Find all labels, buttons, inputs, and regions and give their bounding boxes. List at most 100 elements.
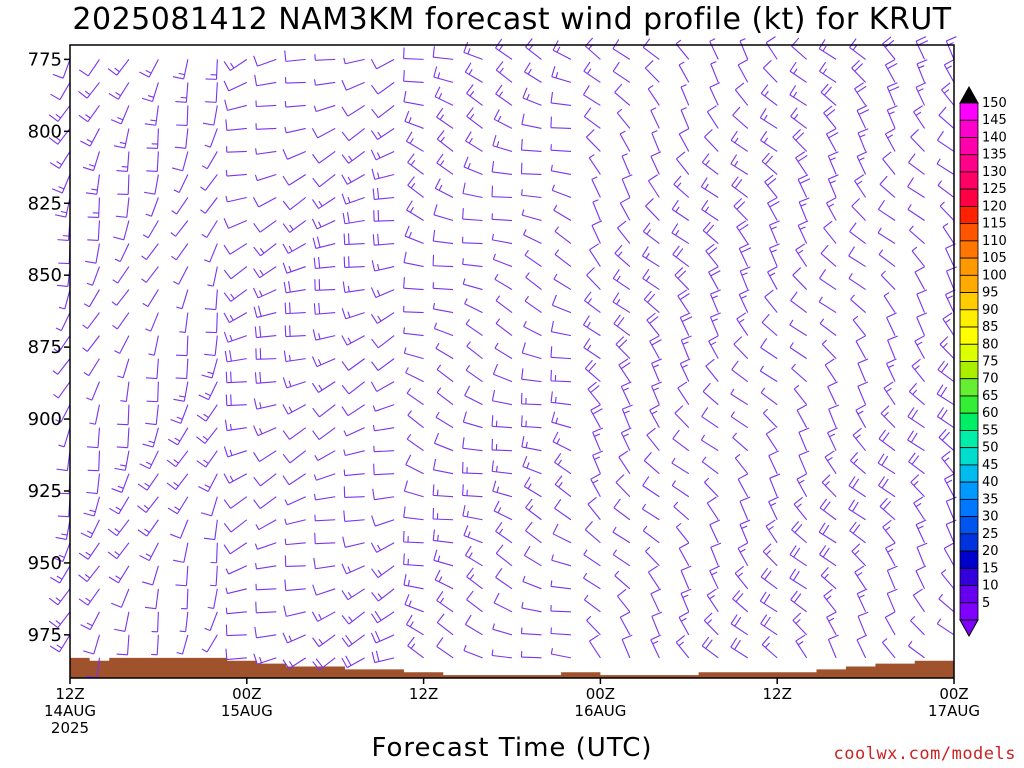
barb-feather — [857, 381, 869, 387]
barb-feather — [409, 206, 414, 213]
barb-staff — [848, 485, 866, 498]
barb-staff — [61, 174, 71, 194]
wind-barb — [914, 266, 926, 290]
barb-feather — [225, 394, 228, 406]
colorbar-label: 70 — [982, 372, 999, 387]
barb-feather — [200, 209, 206, 214]
wind-barb — [495, 544, 513, 567]
wind-barb — [226, 146, 247, 153]
wind-barb — [877, 453, 896, 475]
barb-feather — [371, 260, 376, 272]
wind-barb — [768, 220, 780, 244]
wind-barb — [642, 476, 660, 498]
barb-staff — [524, 300, 542, 314]
barb-staff — [346, 427, 365, 437]
wind-barb — [85, 174, 101, 195]
colorbar-segment — [959, 447, 979, 466]
wind-barb — [58, 289, 71, 310]
barb-feather — [496, 486, 500, 493]
wind-barb — [649, 404, 660, 428]
barb-staff — [344, 266, 365, 269]
barb-feather — [370, 381, 378, 392]
barb-staff — [58, 335, 71, 353]
wind-barb — [282, 174, 307, 186]
wind-barb — [341, 335, 365, 346]
barb-feather — [313, 257, 316, 269]
wind-barb — [878, 476, 896, 498]
barb-feather — [823, 220, 833, 229]
wind-barb — [492, 363, 513, 383]
barb-staff — [156, 151, 159, 172]
barb-staff — [760, 392, 778, 406]
barb-staff — [374, 473, 395, 476]
barb-feather — [790, 291, 798, 301]
barb-feather — [678, 641, 685, 647]
barb-feather — [404, 225, 410, 237]
barb-feather — [61, 533, 68, 536]
barb-feather — [885, 128, 896, 135]
barb-feather — [169, 533, 181, 539]
wind-barb — [943, 542, 955, 567]
barb-staff — [92, 266, 100, 286]
barb-staff — [612, 301, 631, 314]
barb-staff — [849, 231, 866, 244]
barb-staff — [462, 192, 483, 199]
wind-barb — [436, 387, 454, 406]
barb-feather — [200, 512, 212, 517]
barb-staff — [709, 570, 719, 590]
barb-staff — [646, 319, 660, 336]
barb-staff — [551, 102, 572, 106]
barb-staff — [524, 554, 542, 567]
barb-feather — [709, 38, 716, 42]
barb-staff — [287, 496, 306, 506]
barb-feather — [178, 72, 185, 76]
barb-staff — [89, 128, 100, 147]
wind-barb — [312, 584, 336, 596]
barb-feather — [587, 68, 592, 74]
barb-feather — [789, 319, 794, 326]
barb-feather — [678, 128, 690, 135]
barb-staff — [492, 239, 513, 245]
barb-feather — [58, 186, 65, 190]
wind-barb — [181, 588, 189, 610]
wind-barb — [798, 450, 810, 474]
barb-feather — [111, 602, 122, 608]
barb-feather — [432, 230, 436, 242]
barb-staff — [680, 86, 690, 106]
barb-staff — [315, 81, 336, 86]
barb-feather — [230, 293, 235, 300]
barb-staff — [256, 312, 277, 318]
barb-feather — [737, 542, 748, 549]
barb-feather — [318, 384, 323, 391]
barb-feather — [254, 543, 258, 550]
barb-staff — [854, 180, 867, 198]
wind-barb — [818, 522, 837, 544]
barb-feather — [284, 50, 287, 62]
wind-barb — [493, 109, 513, 129]
wind-barb — [941, 450, 955, 475]
barb-staff — [909, 391, 925, 406]
barb-feather — [671, 223, 679, 234]
barb-staff — [87, 105, 100, 123]
wind-barb — [170, 404, 189, 424]
barb-feather — [850, 294, 855, 300]
wind-barb — [223, 446, 247, 458]
barb-staff — [403, 311, 424, 314]
wind-barb — [910, 129, 925, 152]
barb-staff — [798, 432, 808, 451]
barb-feather — [52, 557, 64, 563]
wind-barb — [433, 432, 454, 452]
colorbar-segment — [959, 430, 979, 449]
barb-staff — [521, 425, 542, 429]
wind-barb — [371, 104, 395, 119]
barb-feather — [175, 584, 187, 587]
barb-feather — [137, 483, 148, 491]
barb-feather — [917, 525, 924, 530]
barb-staff — [157, 381, 159, 402]
wind-barb — [878, 249, 896, 267]
barb-staff — [348, 128, 366, 142]
wind-barb — [789, 568, 807, 590]
wind-barb — [592, 199, 601, 221]
barb-staff — [377, 81, 395, 95]
barb-feather — [495, 61, 504, 71]
